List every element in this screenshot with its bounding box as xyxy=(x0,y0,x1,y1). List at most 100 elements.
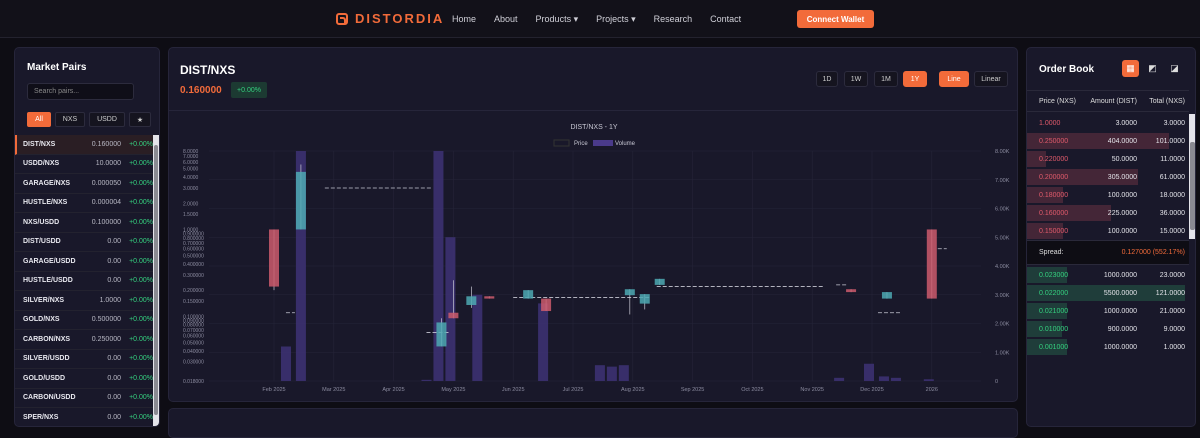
y-right-tick-label: 3.00K xyxy=(995,293,1010,299)
nav-link-products[interactable]: Products ▾ xyxy=(535,14,579,24)
volume-bar xyxy=(538,303,549,381)
pair-row[interactable]: GOLD/NXS 0.500000 +0.00% xyxy=(15,311,153,330)
filter-favorites-star-icon[interactable]: ★ xyxy=(129,112,151,127)
pair-symbol: GARAGE/USDD xyxy=(23,257,76,265)
timeframe-1w-button[interactable]: 1W xyxy=(844,71,868,87)
pair-price: 0.00 xyxy=(107,277,121,285)
timeframe-1y-button[interactable]: 1Y xyxy=(903,71,927,87)
pair-row[interactable]: NXS/USDD 0.100000 +0.00% xyxy=(15,213,153,233)
nav-link-about[interactable]: About xyxy=(494,14,518,24)
pair-row[interactable]: SILVER/USDD 0.00 +0.00% xyxy=(15,350,153,369)
candle-body xyxy=(269,229,279,287)
ask-amount: 100.0000 xyxy=(1107,227,1137,235)
pair-list-scrollbar[interactable] xyxy=(153,135,159,426)
ask-amount: 404.0000 xyxy=(1107,137,1137,145)
bid-row[interactable]: 0.001000 1000.0000 1.0000 xyxy=(1027,338,1189,356)
bid-row[interactable]: 0.010000 900.0000 9.0000 xyxy=(1027,320,1189,338)
bid-row[interactable]: 0.023000 1000.0000 23.0000 xyxy=(1027,266,1189,284)
order-book-asks-icon[interactable]: ◪ xyxy=(1170,63,1179,73)
order-book-title: Order Book xyxy=(1039,64,1095,75)
logo-icon xyxy=(336,12,348,25)
ask-row[interactable]: 0.220000 50.0000 11.0000 xyxy=(1027,150,1189,168)
x-tick-label: Oct 2025 xyxy=(741,387,763,393)
connect-wallet-button[interactable]: Connect Wallet xyxy=(797,10,874,28)
pair-change: +0.00% xyxy=(129,257,153,265)
brand-logo[interactable]: DISTORDIA xyxy=(336,11,444,26)
chart-mode-line-button[interactable]: Line xyxy=(939,71,969,87)
filter-usdd[interactable]: USDD xyxy=(89,112,125,127)
ask-price: 0.220000 xyxy=(1039,155,1069,163)
order-book-bids-icon[interactable]: ◩ xyxy=(1148,63,1157,73)
y-left-tick-label: 5.0000 xyxy=(183,167,199,173)
market-pairs-title: Market Pairs xyxy=(27,62,87,73)
pair-change: +0.00% xyxy=(129,413,153,421)
pair-row[interactable]: SILVER/NXS 1.0000 +0.00% xyxy=(15,291,153,311)
chart-scale-linear-button[interactable]: Linear xyxy=(974,71,1008,87)
volume-bar xyxy=(878,376,889,381)
pair-row[interactable]: SPER/NXS 0.00 +0.00% xyxy=(15,408,153,426)
pair-row[interactable]: DIST/NXS 0.160000 +0.00% xyxy=(15,135,153,155)
y-left-tick-label: 0.080000 xyxy=(183,323,204,329)
pair-row[interactable]: GARAGE/NXS 0.000050 +0.00% xyxy=(15,174,153,194)
pair-row[interactable]: GARAGE/USDD 0.00 +0.00% xyxy=(15,252,153,272)
x-tick-label: 2026 xyxy=(926,387,938,393)
y-left-tick-label: 2.0000 xyxy=(183,201,199,207)
pair-row[interactable]: HUSTLE/NXS 0.000004 +0.00% xyxy=(15,194,153,213)
ask-price: 0.200000 xyxy=(1039,173,1069,181)
pair-change: +0.00% xyxy=(129,199,153,207)
nav-link-research[interactable]: Research xyxy=(653,14,693,24)
y-left-tick-label: 1.0000 xyxy=(183,227,199,233)
x-tick-label: Jul 2025 xyxy=(563,387,584,393)
ask-row[interactable]: 0.180000 100.0000 18.0000 xyxy=(1027,186,1189,204)
pair-price: 0.100000 xyxy=(91,218,121,226)
scrollbar-thumb[interactable] xyxy=(154,145,158,415)
volume-bar xyxy=(923,379,934,381)
pair-row[interactable]: USDD/NXS 10.0000 +0.00% xyxy=(15,155,153,174)
order-book-both-icon[interactable]: ▦ xyxy=(1122,60,1139,77)
pair-row[interactable]: DIST/USDD 0.00 +0.00% xyxy=(15,233,153,252)
search-pairs-input[interactable]: Search pairs... xyxy=(27,83,134,100)
ask-depth-bar xyxy=(1027,169,1138,185)
pair-price: 0.00 xyxy=(107,413,121,421)
bid-row[interactable]: 0.022000 5500.0000 121.0000 xyxy=(1027,284,1189,302)
filter-all[interactable]: All xyxy=(27,112,51,127)
y-left-tick-label: 6.0000 xyxy=(183,160,199,166)
timeframe-1d-button[interactable]: 1D xyxy=(816,71,838,87)
header-amount: Amount (DIST) xyxy=(1090,97,1137,105)
scrollbar-thumb[interactable] xyxy=(1190,142,1195,230)
y-right-tick-label: 2.00K xyxy=(995,322,1010,328)
chart-pair-title: DIST/NXS xyxy=(180,63,236,77)
bid-row[interactable]: 0.021000 1000.0000 21.0000 xyxy=(1027,302,1189,320)
y-right-tick-label: 5.00K xyxy=(995,235,1010,241)
ask-row[interactable]: 0.200000 305.0000 61.0000 xyxy=(1027,168,1189,186)
nav-link-home[interactable]: Home xyxy=(452,14,477,24)
spread-label: Spread: xyxy=(1039,249,1064,256)
pair-symbol: USDD/NXS xyxy=(23,160,60,168)
ask-row[interactable]: 0.150000 100.0000 15.0000 xyxy=(1027,222,1189,240)
volume-bar xyxy=(864,363,875,381)
pair-row[interactable]: CARBON/NXS 0.250000 +0.00% xyxy=(15,330,153,350)
bid-amount: 1000.0000 xyxy=(1103,271,1137,279)
timeframe-1m-button[interactable]: 1M xyxy=(874,71,898,87)
pair-price: 0.250000 xyxy=(91,335,121,343)
chart-change-badge: +0.00% xyxy=(231,82,267,98)
pair-row[interactable]: GOLD/USDD 0.00 +0.00% xyxy=(15,369,153,389)
filter-nxs[interactable]: NXS xyxy=(55,112,85,127)
pair-price: 0.00 xyxy=(107,374,121,382)
ask-row[interactable]: 0.160000 225.0000 36.0000 xyxy=(1027,204,1189,222)
y-left-tick-label: 0.500000 xyxy=(183,254,204,260)
order-book-scrollbar[interactable] xyxy=(1189,114,1195,239)
pair-row[interactable]: HUSTLE/USDD 0.00 +0.00% xyxy=(15,272,153,291)
bid-depth-bar xyxy=(1027,303,1067,319)
nav-link-contact[interactable]: Contact xyxy=(710,14,742,24)
pair-price: 1.0000 xyxy=(99,296,121,304)
ask-row[interactable]: 0.250000 404.0000 101.0000 xyxy=(1027,132,1189,150)
nav-link-projects[interactable]: Projects ▾ xyxy=(596,14,636,24)
price-volume-chart[interactable]: DIST/NXS - 1Y Price Volume Feb 2025 Mar 2025… xyxy=(169,48,1019,403)
pair-row[interactable]: CARBON/USDD 0.00 +0.00% xyxy=(15,389,153,408)
ask-row[interactable]: 1.0000 3.0000 3.0000 xyxy=(1027,114,1189,132)
y-left-tick-label: 8.0000 xyxy=(183,149,199,155)
pair-symbol: SILVER/NXS xyxy=(23,296,65,304)
ask-total: 36.0000 xyxy=(1159,209,1185,217)
pair-change: +0.00% xyxy=(129,218,153,226)
